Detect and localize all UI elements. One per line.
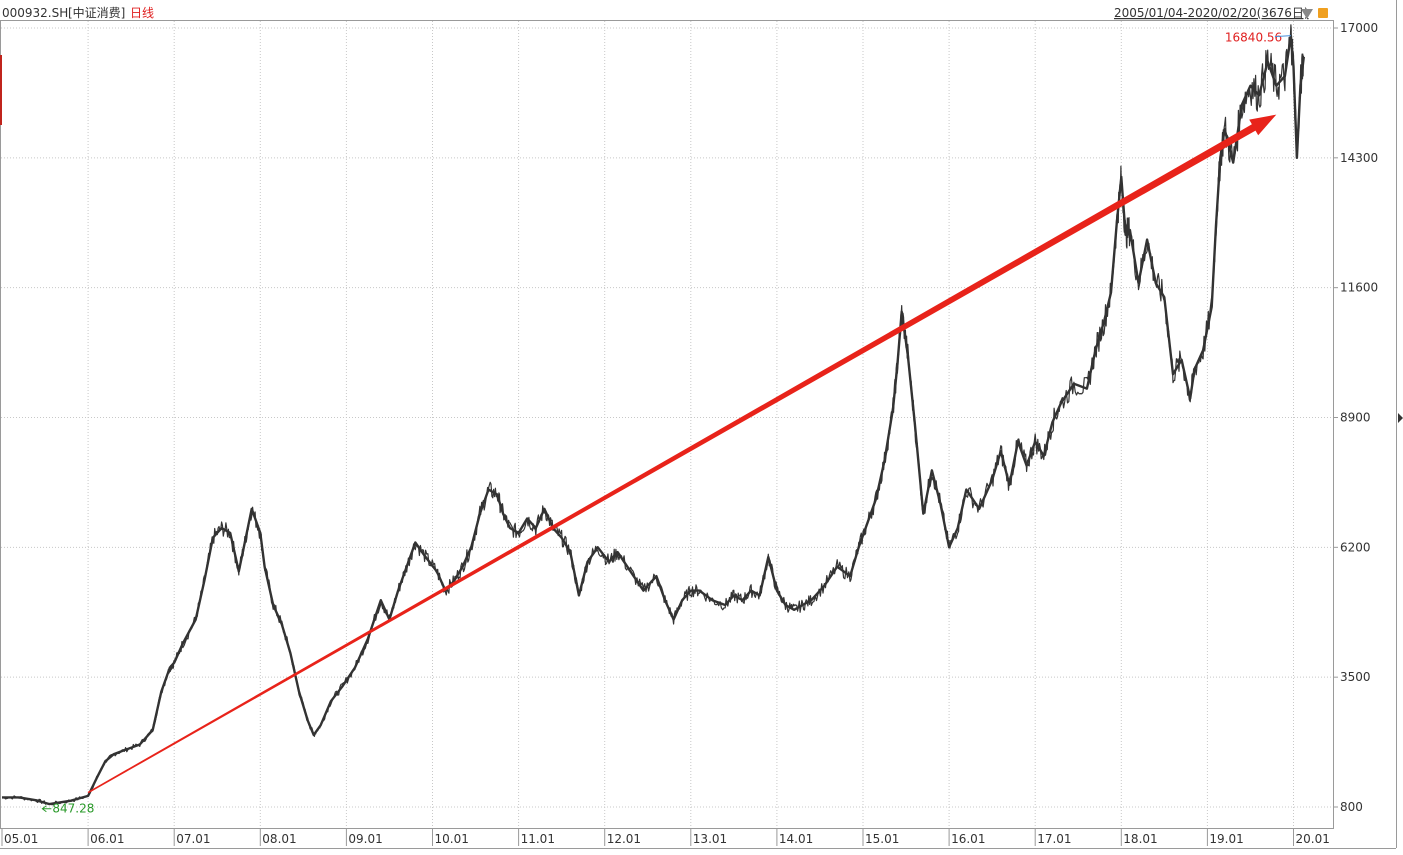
grid: [1, 21, 1333, 828]
ticker-name: [中证消费]: [68, 5, 125, 20]
y-tick-label: 17000: [1340, 21, 1378, 35]
price-series-noise: [1, 24, 1305, 806]
high-value-label: 16840.56: [1225, 31, 1282, 45]
date-range-label[interactable]: 2005/01/04-2020/02/20(3676日): [1114, 6, 1309, 20]
x-tick-label: 11.01: [521, 832, 555, 846]
left-edge-marker: [0, 55, 2, 125]
trend-arrow: [87, 114, 1277, 794]
y-tick-label: 14300: [1340, 151, 1378, 165]
period-label[interactable]: 日线: [130, 6, 154, 20]
x-axis: 05.01 06.01 07.01 08.01 09.01 10.01 11.01 12.01…: [1, 828, 1330, 846]
low-value-label: 847.28: [52, 802, 94, 816]
y-tick-label: 11600: [1340, 281, 1378, 295]
x-tick-label: 08.01: [262, 832, 296, 846]
high-value-pointer: [1274, 35, 1291, 38]
y-tick-label: 3500: [1340, 670, 1371, 684]
x-tick-label: 10.01: [435, 832, 469, 846]
x-tick-label: 09.01: [348, 832, 382, 846]
x-tick-label: 06.01: [90, 832, 124, 846]
x-tick-label: 14.01: [779, 832, 813, 846]
y-axis: 17000 14300 11600 8900 6200 3500 800: [1333, 21, 1378, 814]
x-tick-label: 17.01: [1037, 832, 1071, 846]
range-dropdown-icon[interactable]: [1301, 9, 1313, 19]
trend-arrow-shape: [87, 114, 1277, 794]
x-tick-label: 18.01: [1123, 832, 1157, 846]
price-series-line: [2, 34, 1305, 806]
y-tick-label: 6200: [1340, 540, 1371, 554]
x-tick-label: 15.01: [865, 832, 899, 846]
lock-icon[interactable]: [1318, 8, 1328, 18]
x-tick-label: 07.01: [176, 832, 210, 846]
x-tick-label: 20.01: [1296, 832, 1330, 846]
x-tick-label: 12.01: [607, 832, 641, 846]
right-scroll-marker-icon[interactable]: [1398, 413, 1403, 423]
y-tick-label: 8900: [1340, 411, 1371, 425]
x-tick-label: 05.01: [4, 832, 38, 846]
x-tick-label: 13.01: [693, 832, 727, 846]
x-tick-label: 16.01: [951, 832, 985, 846]
x-tick-label: 19.01: [1209, 832, 1243, 846]
low-value-pointer: [41, 805, 52, 813]
y-tick-label: 800: [1340, 800, 1363, 814]
plot-frame: [0, 20, 1334, 829]
ticker-code: 000932.SH: [2, 6, 68, 20]
